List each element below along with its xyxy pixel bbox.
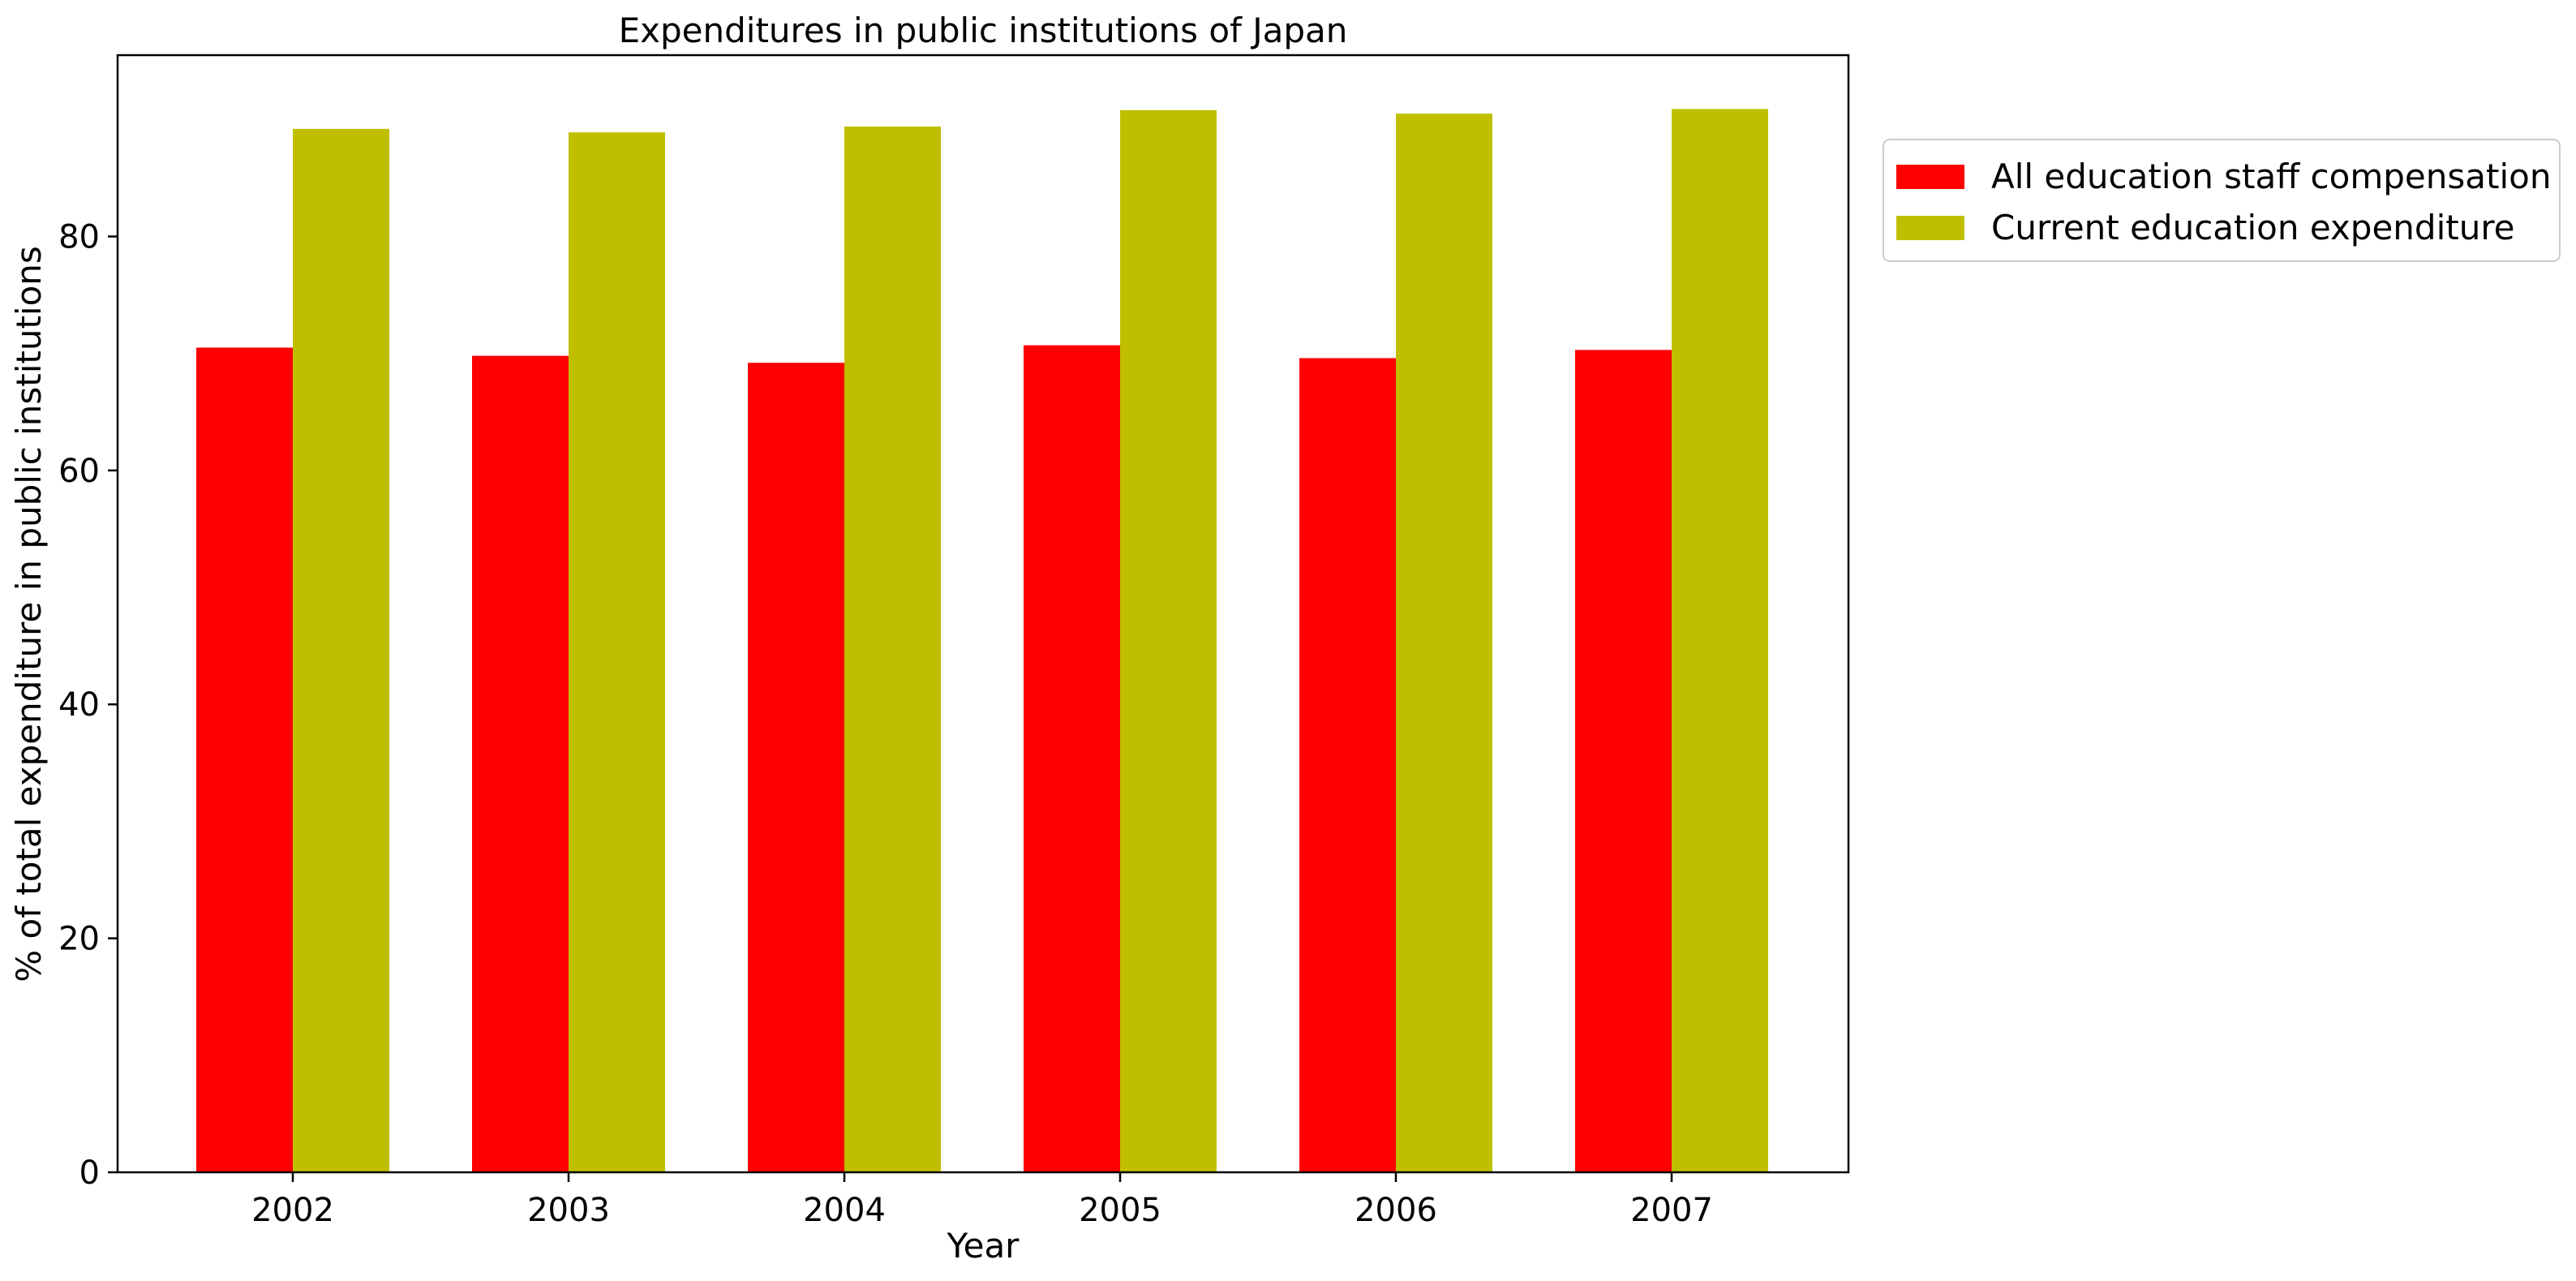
bar-current-expenditure-2003 <box>569 132 665 1172</box>
legend-swatch-staff-compensation <box>1896 165 1964 189</box>
bar-current-expenditure-2006 <box>1396 114 1492 1172</box>
y-tick-label: 60 <box>58 453 100 490</box>
bar-staff-compensation-2006 <box>1299 358 1396 1172</box>
bars-group <box>196 109 1768 1173</box>
y-tick-label: 80 <box>58 218 100 256</box>
x-tick-label: 2003 <box>527 1192 610 1229</box>
bar-current-expenditure-2005 <box>1120 110 1217 1173</box>
x-axis-label: Year <box>947 1226 1020 1266</box>
y-tick-label: 40 <box>58 686 100 724</box>
x-tick-label: 2002 <box>251 1192 334 1229</box>
x-tick-label: 2006 <box>1355 1192 1437 1229</box>
bar-staff-compensation-2007 <box>1575 350 1672 1172</box>
bar-staff-compensation-2004 <box>748 363 844 1172</box>
chart-title: Expenditures in public institutions of J… <box>619 11 1348 50</box>
legend-frame <box>1883 139 2561 262</box>
bar-current-expenditure-2007 <box>1672 109 1768 1173</box>
y-tick-label: 20 <box>58 921 100 958</box>
x-tick-label: 2005 <box>1079 1192 1161 1229</box>
bar-current-expenditure-2002 <box>293 128 389 1172</box>
legend-label-staff-compensation: All education staff compensation <box>1991 157 2551 196</box>
plot-frame <box>116 54 1850 1174</box>
legend: All education staff compensation Current… <box>1883 139 2561 262</box>
y-axis-ticks: 0 20 40 60 80 <box>58 218 118 1192</box>
legend-label-current-expenditure: Current education expenditure <box>1991 208 2515 247</box>
bar-staff-compensation-2003 <box>472 355 569 1172</box>
bar-staff-compensation-2002 <box>196 347 293 1172</box>
legend-swatch-current-expenditure <box>1896 216 1964 240</box>
x-tick-label: 2007 <box>1630 1192 1713 1229</box>
y-axis-label: % of total expenditure in public institu… <box>9 246 49 982</box>
x-tick-label: 2004 <box>803 1192 886 1229</box>
x-axis-ticks: 2002 2003 2004 2005 2006 2007 <box>251 1172 1713 1229</box>
bar-current-expenditure-2004 <box>844 126 941 1173</box>
bar-staff-compensation-2005 <box>1024 345 1120 1173</box>
y-tick-label: 0 <box>79 1154 100 1192</box>
